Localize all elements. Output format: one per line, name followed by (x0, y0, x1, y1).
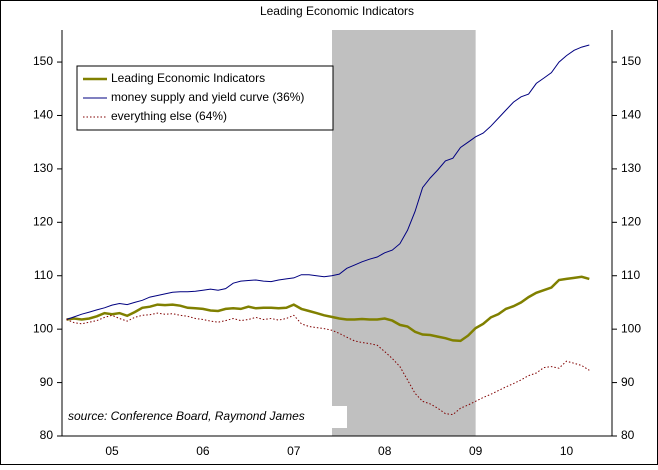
y2-tick-label: 150 (621, 54, 641, 68)
y-tick-label: 90 (40, 375, 54, 389)
x-tick-label: 10 (560, 444, 574, 458)
y-tick-label: 110 (34, 268, 53, 282)
series-line (66, 275, 590, 343)
x-tick-label: 05 (105, 444, 119, 458)
y2-tick-label: 120 (621, 214, 641, 228)
legend-label: everything else (64%) (111, 109, 227, 123)
x-tick-label: 09 (469, 444, 483, 458)
legend-label: money supply and yield curve (36%) (111, 90, 304, 104)
y-tick-label: 150 (33, 54, 53, 68)
y-tick-label: 130 (33, 161, 53, 175)
x-tick-label: 08 (378, 444, 392, 458)
y2-tick-label: 140 (621, 108, 641, 122)
y-tick-label: 120 (33, 214, 53, 228)
y-tick-label: 80 (40, 428, 54, 442)
shaded-band (332, 30, 476, 436)
series-line (66, 44, 590, 320)
y2-tick-label: 80 (621, 428, 635, 442)
legend-box (76, 65, 334, 131)
source-box (63, 406, 347, 428)
source-note: source: Conference Board, Raymond James (68, 409, 305, 423)
chart-title: Leading Economic Indicators (260, 4, 414, 18)
legend-label: Leading Economic Indicators (111, 71, 265, 85)
x-tick-label: 06 (196, 444, 210, 458)
x-tick-label: 07 (287, 444, 301, 458)
series-line (66, 312, 590, 416)
y2-tick-label: 100 (621, 321, 641, 335)
y2-tick-label: 90 (621, 375, 635, 389)
y-tick-label: 100 (33, 321, 53, 335)
y-tick-label: 140 (33, 108, 53, 122)
y2-tick-label: 130 (621, 161, 641, 175)
y2-tick-label: 110 (621, 268, 640, 282)
